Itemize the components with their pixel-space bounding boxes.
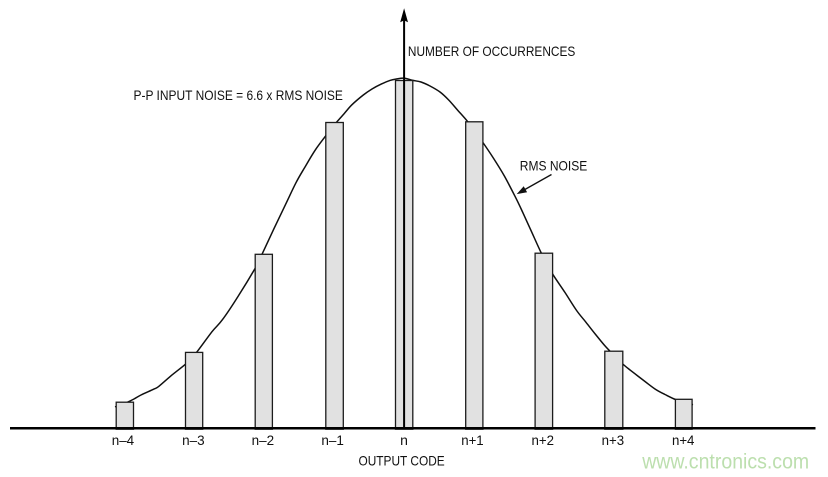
svg-text:n+1: n+1 [461,432,484,448]
svg-text:P-P INPUT NOISE = 6.6 x RMS NO: P-P INPUT NOISE = 6.6 x RMS NOISE [134,87,343,103]
svg-text:OUTPUT CODE: OUTPUT CODE [359,453,445,469]
svg-text:n–1: n–1 [321,432,344,448]
svg-text:www.cntronics.com: www.cntronics.com [641,450,809,473]
svg-text:n+3: n+3 [602,432,625,448]
svg-text:n–2: n–2 [252,432,275,448]
svg-text:n: n [400,432,408,448]
svg-text:n+4: n+4 [672,432,695,448]
svg-text:n–4: n–4 [112,432,135,448]
svg-text:NUMBER OF OCCURRENCES: NUMBER OF OCCURRENCES [408,43,575,59]
svg-text:n+2: n+2 [532,432,555,448]
svg-text:RMS NOISE: RMS NOISE [520,158,588,174]
svg-text:n–3: n–3 [182,432,205,448]
